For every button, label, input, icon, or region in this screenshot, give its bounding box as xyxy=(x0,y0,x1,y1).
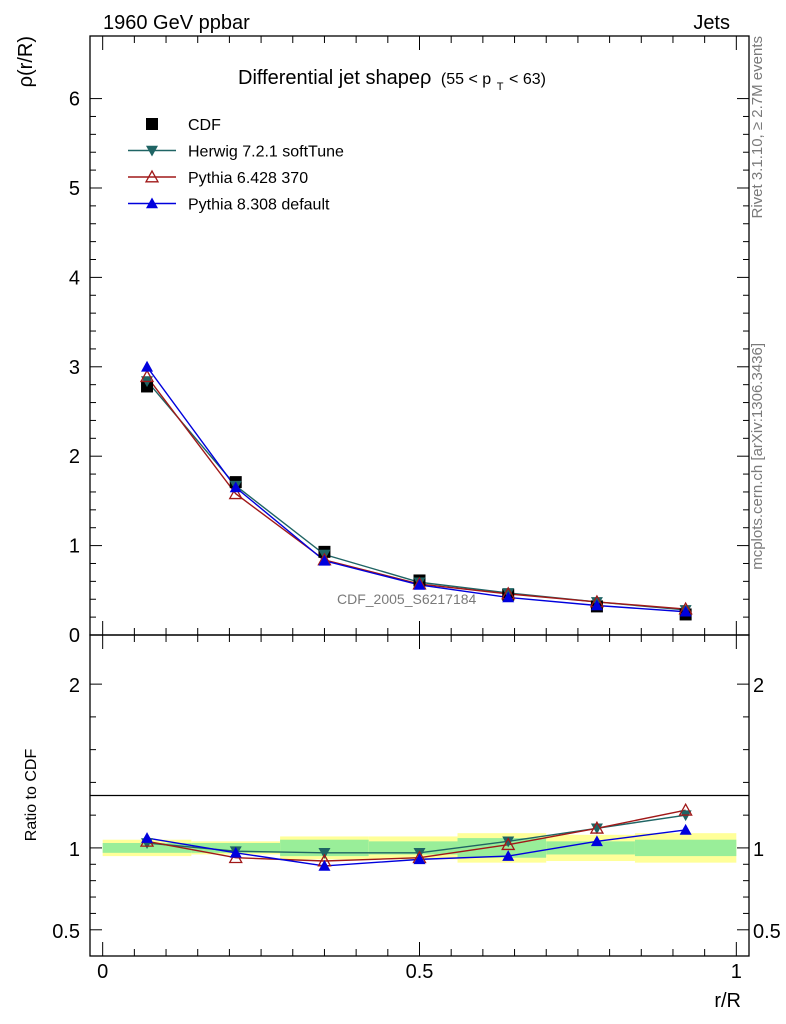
ratio-point-pythia-8-308-default xyxy=(141,832,154,843)
legend-marker-pythia-6-428-370 xyxy=(144,169,160,183)
legend-label-pythia-6-428-370: Pythia 6.428 370 xyxy=(188,170,308,187)
main-y-tick-label: 5 xyxy=(69,178,80,200)
point-pythia-8-308-default xyxy=(590,599,603,611)
main-series xyxy=(139,360,693,621)
point-pythia-8-308-default xyxy=(229,481,242,493)
ratio-frame xyxy=(89,634,750,957)
point-pythia-8-308-default xyxy=(679,605,692,617)
main-y-tick-label: 2 xyxy=(69,446,80,468)
x-axis-label: r/R xyxy=(714,990,741,1012)
main-y-tick-label: 1 xyxy=(69,536,80,558)
ratio-band-inner xyxy=(457,838,547,858)
ratio-y-axis-label: Ratio to CDF xyxy=(23,749,40,842)
legend-marker-herwig-7-2-1-softtune xyxy=(146,145,158,157)
header-left: 1960 GeV ppbar xyxy=(103,12,250,34)
ratio-point-herwig-7-2-1-softtune xyxy=(502,836,515,848)
legend-label-pythia-8-308-default: Pythia 8.308 default xyxy=(188,197,330,214)
main-y-tick-label: 4 xyxy=(69,267,80,289)
mcplots-label: mcplots.cern.ch [arXiv:1306.3436] xyxy=(749,343,766,570)
ratio-ticks: 0.5 0.5 1 1 2 2 0 0.5 1 xyxy=(52,635,781,983)
ratio-panel: 0.5 0.5 1 1 2 2 0 0.5 1 Ratio to CDF r/R xyxy=(23,634,781,1012)
ratio-point-herwig-7-2-1-softtune xyxy=(318,848,331,859)
ratio-series xyxy=(139,802,693,871)
legend-label-cdf: CDF xyxy=(188,117,221,134)
ratio-point-pythia-8-308-default xyxy=(679,823,692,835)
x-tick-label: 0.5 xyxy=(406,961,434,983)
ratio-y-tick-label-right: 0.5 xyxy=(753,921,781,943)
ratio-y-tick-label-right: 1 xyxy=(753,839,764,861)
point-pythia-8-308-default xyxy=(318,554,331,566)
main-y-tick-label: 3 xyxy=(69,357,80,379)
legend-marker-cdf xyxy=(146,118,158,130)
x-tick-label: 0 xyxy=(97,961,108,983)
legend-label-herwig-7-2-1-softtune: Herwig 7.2.1 softTune xyxy=(188,144,344,161)
ratio-point-pythia-6-428-370 xyxy=(589,820,605,834)
ratio-band-inner xyxy=(546,841,635,855)
ratio-band-inner xyxy=(634,839,737,857)
point-pythia-8-308-default xyxy=(413,578,426,590)
series-line-pythia-6-428-370 xyxy=(146,376,686,610)
legend-marker-pythia-8-308-default xyxy=(146,197,158,209)
main-y-tick-label: 0 xyxy=(69,625,80,647)
ratio-point-pythia-6-428-370 xyxy=(501,837,516,851)
ratio-point-herwig-7-2-1-softtune xyxy=(679,810,692,822)
watermark: CDF_2005_S6217184 xyxy=(337,591,477,607)
chart-title: Differential jet shapeρ (55 < p T < 63) xyxy=(238,67,546,95)
legend: CDF Herwig 7.2.1 softTune Pythia 6.428 370… xyxy=(128,117,344,214)
x-tick-label: 1 xyxy=(731,961,742,983)
chart-title-cut-sub: T xyxy=(497,81,504,93)
ratio-y-tick-label: 2 xyxy=(69,675,80,697)
point-pythia-6-428-370 xyxy=(228,486,243,500)
ratio-y-tick-label: 1 xyxy=(69,839,80,861)
ratio-point-pythia-8-308-default xyxy=(413,853,426,865)
ratio-point-herwig-7-2-1-softtune xyxy=(590,823,603,835)
ratio-point-pythia-6-428-370 xyxy=(678,802,693,816)
chart-title-main: Differential jet shapeρ xyxy=(238,67,431,89)
main-y-ticks: 0 1 2 3 4 5 6 xyxy=(69,36,749,647)
point-pythia-8-308-default xyxy=(502,591,515,603)
ratio-point-pythia-8-308-default xyxy=(502,850,515,861)
chart-title-cut-end: < 63) xyxy=(509,71,546,88)
header-right: Jets xyxy=(693,12,730,34)
ratio-point-pythia-8-308-default xyxy=(590,835,603,847)
rivet-label: Rivet 3.1.10, ≥ 2.7M events xyxy=(749,36,766,219)
main-panel: ρ(r/R) Differential jet shapeρ (55 < p T… xyxy=(15,35,750,647)
ratio-y-tick-label-right: 2 xyxy=(753,675,764,697)
ratio-y-tick-label: 0.5 xyxy=(52,921,80,943)
ratio-point-pythia-8-308-default xyxy=(318,859,331,871)
point-pythia-8-308-default xyxy=(141,360,154,372)
point-pythia-6-428-370 xyxy=(139,369,155,383)
main-y-axis-label: ρ(r/R) xyxy=(15,36,37,87)
ratio-point-pythia-8-308-default xyxy=(229,846,242,858)
main-y-tick-label: 6 xyxy=(69,89,80,111)
chart-title-cut: (55 < p xyxy=(441,71,491,88)
